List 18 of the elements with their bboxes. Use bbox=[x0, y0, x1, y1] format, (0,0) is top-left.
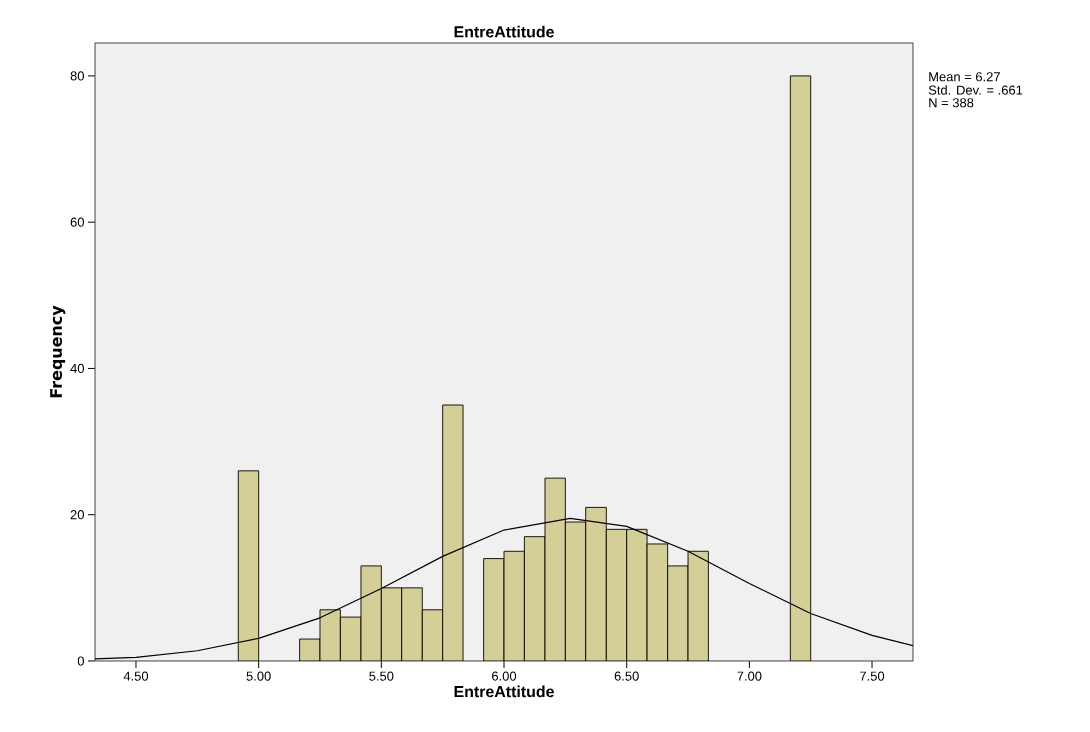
y-axis-title: Frequency bbox=[50, 305, 66, 398]
x-tick-label: 5.50 bbox=[369, 671, 394, 681]
chart-title: EntreAttitude bbox=[454, 25, 554, 38]
y-tick-label: 0 bbox=[77, 656, 84, 666]
x-tick-label: 7.50 bbox=[860, 671, 885, 681]
x-axis-title: EntreAttitude bbox=[454, 685, 554, 698]
x-tick-label: 5.00 bbox=[246, 671, 271, 681]
x-tick-label: 6.50 bbox=[614, 671, 639, 681]
y-tick-label: 80 bbox=[70, 71, 84, 81]
y-tick-label: 20 bbox=[70, 510, 84, 520]
text: Mean = 6.27 bbox=[929, 72, 1000, 82]
text: N = 388 bbox=[929, 98, 974, 108]
y-tick-label: 60 bbox=[70, 217, 84, 227]
y-tick-label: 40 bbox=[70, 363, 84, 374]
text: Std. Dev. = .661 bbox=[928, 85, 1023, 95]
x-tick-label: 4.50 bbox=[123, 671, 149, 681]
x-tick-label: 6.00 bbox=[492, 671, 517, 681]
x-tick-label: 7.00 bbox=[737, 671, 762, 681]
